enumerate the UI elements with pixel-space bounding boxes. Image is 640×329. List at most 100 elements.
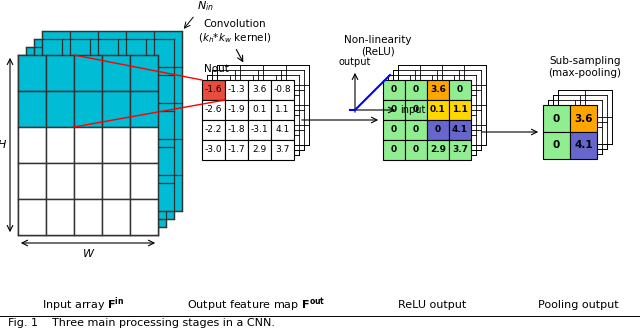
Bar <box>405 120 427 140</box>
Text: -1.8: -1.8 <box>228 125 245 135</box>
Bar <box>427 80 449 100</box>
Bar <box>102 199 130 235</box>
Text: Input array $\mathbf{F}^{\mathbf{in}}$: Input array $\mathbf{F}^{\mathbf{in}}$ <box>42 296 124 314</box>
Bar <box>46 55 74 91</box>
Bar <box>212 70 304 150</box>
Bar <box>225 140 248 160</box>
Bar <box>26 47 166 227</box>
Bar <box>130 163 158 199</box>
Bar <box>225 120 248 140</box>
Bar <box>207 75 299 155</box>
Text: Convolution
($k_h$*$k_w$ kernel): Convolution ($k_h$*$k_w$ kernel) <box>198 19 271 45</box>
Bar <box>202 140 225 160</box>
Text: 0: 0 <box>553 114 560 123</box>
Bar <box>548 100 602 154</box>
Bar <box>271 120 294 140</box>
Bar <box>102 91 130 127</box>
Text: 2.9: 2.9 <box>252 145 267 155</box>
Bar <box>74 55 102 91</box>
Bar <box>130 91 158 127</box>
Bar <box>570 132 597 159</box>
Bar <box>102 163 130 199</box>
Bar <box>558 90 612 144</box>
Bar <box>543 132 570 159</box>
Bar <box>225 80 248 100</box>
Text: Nout: Nout <box>204 64 229 74</box>
Bar <box>225 100 248 120</box>
Text: Non-linearity
(ReLU): Non-linearity (ReLU) <box>344 36 412 57</box>
Bar <box>271 100 294 120</box>
Bar <box>202 100 225 120</box>
Bar <box>449 80 471 100</box>
Bar <box>427 100 449 120</box>
Bar <box>570 105 597 132</box>
Bar <box>18 127 46 163</box>
Bar <box>553 95 607 149</box>
Bar <box>427 140 449 160</box>
Text: 0: 0 <box>391 145 397 155</box>
Bar <box>74 127 102 163</box>
Text: 0.1: 0.1 <box>252 106 267 114</box>
Text: 0: 0 <box>457 86 463 94</box>
Bar <box>18 55 46 91</box>
Bar <box>271 140 294 160</box>
Text: -1.6: -1.6 <box>205 86 222 94</box>
Text: -1.9: -1.9 <box>228 106 245 114</box>
Bar <box>46 127 74 163</box>
Text: -0.8: -0.8 <box>274 86 291 94</box>
Text: -2.2: -2.2 <box>205 125 222 135</box>
Bar <box>74 199 102 235</box>
Bar <box>102 55 130 91</box>
Bar <box>383 120 405 140</box>
Bar <box>42 31 182 211</box>
Text: 3.6: 3.6 <box>430 86 446 94</box>
Text: Output feature map $\mathbf{F}^{\mathbf{out}}$: Output feature map $\mathbf{F}^{\mathbf{… <box>187 296 325 314</box>
Bar <box>18 199 46 235</box>
Text: 3.7: 3.7 <box>452 145 468 155</box>
Text: 0: 0 <box>391 86 397 94</box>
Bar <box>393 70 481 150</box>
Bar <box>18 91 46 127</box>
Bar <box>46 163 74 199</box>
Bar <box>388 75 476 155</box>
Text: 0: 0 <box>413 125 419 135</box>
Bar <box>248 80 271 100</box>
Text: -2.6: -2.6 <box>205 106 222 114</box>
Text: Pooling output: Pooling output <box>538 300 618 310</box>
Bar <box>18 163 46 199</box>
Bar <box>74 91 102 127</box>
Bar <box>543 105 570 132</box>
Bar <box>383 100 405 120</box>
Bar <box>271 80 294 100</box>
Bar <box>449 140 471 160</box>
Bar <box>46 91 74 127</box>
Text: -3.0: -3.0 <box>205 145 222 155</box>
Bar <box>427 120 449 140</box>
Text: $N_{in}$: $N_{in}$ <box>197 0 214 13</box>
Text: 0: 0 <box>553 140 560 150</box>
Bar <box>130 127 158 163</box>
Text: 0.1: 0.1 <box>430 106 446 114</box>
Text: Sub-sampling
(max-pooling): Sub-sampling (max-pooling) <box>548 56 621 78</box>
Bar <box>130 55 158 91</box>
Bar <box>405 100 427 120</box>
Bar <box>202 120 225 140</box>
Bar <box>449 100 471 120</box>
Bar <box>217 65 309 145</box>
Text: -3.1: -3.1 <box>251 125 268 135</box>
Text: 3.7: 3.7 <box>275 145 290 155</box>
Bar <box>102 127 130 163</box>
Bar <box>449 120 471 140</box>
Text: 1.1: 1.1 <box>275 106 290 114</box>
Text: 4.1: 4.1 <box>275 125 290 135</box>
Bar <box>46 199 74 235</box>
Bar <box>18 55 158 235</box>
Text: -1.3: -1.3 <box>228 86 245 94</box>
Bar <box>383 80 405 100</box>
Text: 4.1: 4.1 <box>574 140 593 150</box>
Bar <box>398 65 486 145</box>
Text: 0: 0 <box>391 125 397 135</box>
Text: 3.6: 3.6 <box>574 114 593 123</box>
Bar <box>130 199 158 235</box>
Bar <box>74 163 102 199</box>
